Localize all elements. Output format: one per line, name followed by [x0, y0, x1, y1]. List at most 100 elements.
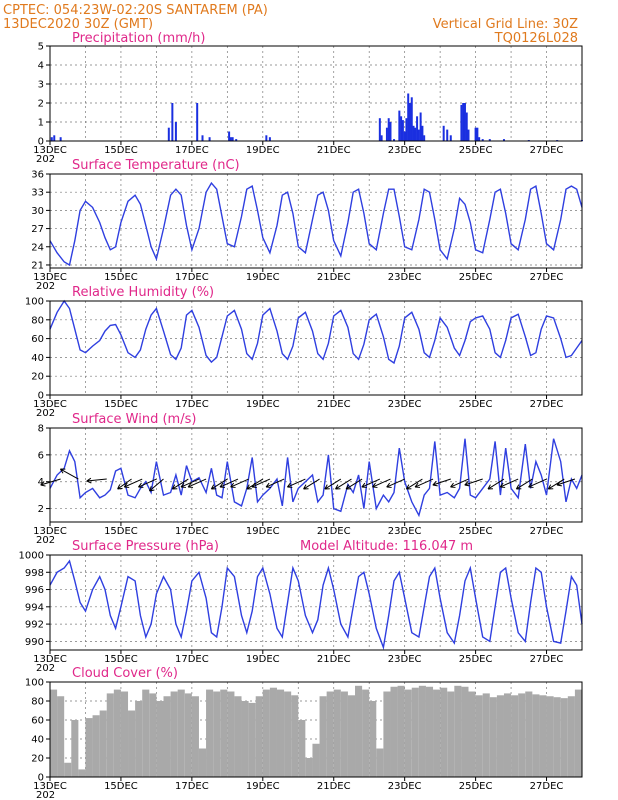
wind-vector-arrow — [187, 478, 207, 488]
precipitation-bar — [167, 127, 170, 141]
precipitation-bar — [378, 118, 381, 141]
wind-vector-arrow — [487, 478, 505, 490]
cloud-cover-bar — [198, 748, 207, 777]
precipitation-bar — [481, 139, 484, 141]
precipitation-bar — [235, 139, 238, 141]
y-tick-label: 40 — [31, 735, 44, 746]
x-tick-label: 27DEC — [530, 399, 564, 410]
wind-vector-arrow — [149, 478, 164, 492]
precipitation-bar — [465, 112, 468, 141]
wind-vector-arrow — [345, 478, 363, 490]
y-tick-label: 996 — [25, 585, 44, 596]
y-tick-label: 21 — [31, 260, 44, 271]
temperature-panel: Surface Temperature (nC) 21 24 27 30 33 36 13D… — [31, 158, 583, 292]
precipitation-bar — [502, 139, 505, 141]
precipitation-bar — [393, 139, 396, 141]
x-tick-label: 27DEC — [530, 272, 564, 283]
header-run-code: TQ0126L028 — [494, 31, 578, 46]
cloud-cover-bar — [496, 695, 504, 777]
precipitation-bar — [385, 127, 388, 141]
y-tick-label: 30 — [31, 206, 44, 217]
plot-frame — [49, 554, 583, 651]
x-tick-label: 17DEC — [175, 781, 209, 792]
precipitation-bar — [423, 135, 426, 141]
cloud-cover-bar — [312, 743, 320, 777]
cloud-cover-bar — [518, 693, 526, 777]
cloud-cover-bar — [255, 696, 263, 777]
cloud-cover-bar — [177, 689, 185, 777]
y-tick-label: 33 — [31, 188, 44, 199]
precipitation-bar — [50, 137, 53, 141]
relative-series-line — [49, 299, 583, 365]
x-tick-label: 19DEC — [246, 781, 280, 792]
y-tick-label: 60 — [31, 716, 44, 727]
cloud-cover-bar — [305, 758, 313, 777]
cloud-cover-bar — [57, 696, 65, 777]
cloud-cover-bar — [447, 691, 455, 777]
wind-vector-arrow — [171, 478, 189, 490]
x-tick-label: 17DEC — [175, 654, 209, 665]
precipitation-bar — [400, 116, 403, 141]
wind-vector-arrow — [210, 478, 228, 490]
x-tick-label: 27DEC — [530, 781, 564, 792]
x-tick-label: 19DEC — [246, 526, 280, 537]
cloud-cover-bar — [560, 698, 568, 777]
precipitation-bar — [474, 127, 477, 141]
cloud-cover-bar — [461, 686, 469, 777]
x-tick-label: 13DEC — [33, 654, 67, 665]
wind-vector-arrow — [464, 478, 483, 487]
humidity-plot: 0 20 40 60 80 100 13DEC 15DEC 17DEC 19DEC 21DEC 23D… — [25, 297, 583, 419]
cloud-cover-bar — [291, 695, 299, 777]
x-tick-label: 23DEC — [388, 526, 422, 537]
wind-vector-arrow — [405, 478, 423, 490]
cloud-cover-bar — [170, 691, 178, 777]
y-tick-label: 3 — [38, 80, 44, 91]
cloud-cover-bar — [525, 691, 533, 777]
cloud-cover-bar — [276, 689, 285, 777]
x-tick-label: 15DEC — [104, 399, 138, 410]
wind-vector-arrow — [547, 478, 565, 490]
precipitation-bar — [53, 135, 56, 141]
wind-vector-arrow — [286, 478, 306, 488]
x-tick-label: 25DEC — [459, 654, 493, 665]
x-tick-label: 23DEC — [388, 399, 422, 410]
y-tick-label: 2 — [38, 99, 44, 110]
temperature-plot: 21 24 27 30 33 36 13DEC 15DEC 17DEC 19DEC 21DEC 23D… — [31, 170, 583, 292]
precipitation-title: Precipitation (mm/h) — [72, 31, 205, 46]
x-tick-label: 23DEC — [388, 654, 422, 665]
precipitation-plot: 0 1 2 3 4 5 13DEC 15DEC 17DEC 19DEC 21DEC 23DEC 25DE… — [33, 42, 583, 165]
x-tick-label: 25DEC — [459, 399, 493, 410]
y-tick-label: 0 — [38, 391, 44, 402]
cloud-cover-bar — [206, 689, 214, 777]
precipitation-bar — [449, 135, 452, 141]
cloud-cover-bar — [397, 685, 405, 777]
x-year-label: 202 — [36, 154, 55, 165]
surface-series-line — [49, 181, 583, 267]
precipitation-bar — [389, 122, 392, 141]
precipitation-bar — [421, 125, 424, 141]
x-year-label: 202 — [36, 535, 55, 546]
cloud-cover-bar — [92, 715, 100, 777]
header-grid-note: Vertical Grid Line: 30Z — [433, 17, 578, 32]
x-tick-label: 17DEC — [175, 272, 209, 283]
cloud-cover-bar — [475, 695, 483, 777]
model-altitude-label: Model Altitude: 116.047 m — [300, 539, 473, 554]
y-tick-label: 0 — [38, 137, 44, 148]
precipitation-bar — [476, 127, 479, 141]
precipitation-bar — [478, 137, 481, 141]
precipitation-bar — [196, 103, 199, 141]
x-tick-label: 23DEC — [388, 145, 422, 156]
cloud-cover-bar — [248, 702, 256, 777]
cloud-cover-bar — [333, 689, 341, 777]
x-tick-label: 25DEC — [459, 526, 493, 537]
wind-panel: Surface Wind (m/s) 2 4 6 8 13DEC 15DEC 17DEC 19… — [33, 412, 583, 546]
cloud-cover-bar — [347, 695, 356, 777]
cloud-cover-bar — [355, 685, 363, 777]
x-tick-label: 17DEC — [175, 145, 209, 156]
cloud-cover-bar — [440, 687, 448, 777]
x-tick-label: 13DEC — [33, 145, 67, 156]
cloud-panel: Cloud Cover (%) 0 20 40 60 80 100 13DEC 15DEC 17… — [25, 666, 583, 800]
cloud-cover-bar — [71, 720, 79, 777]
cloud-cover-bar — [64, 762, 72, 777]
x-tick-label: 21DEC — [317, 145, 351, 156]
